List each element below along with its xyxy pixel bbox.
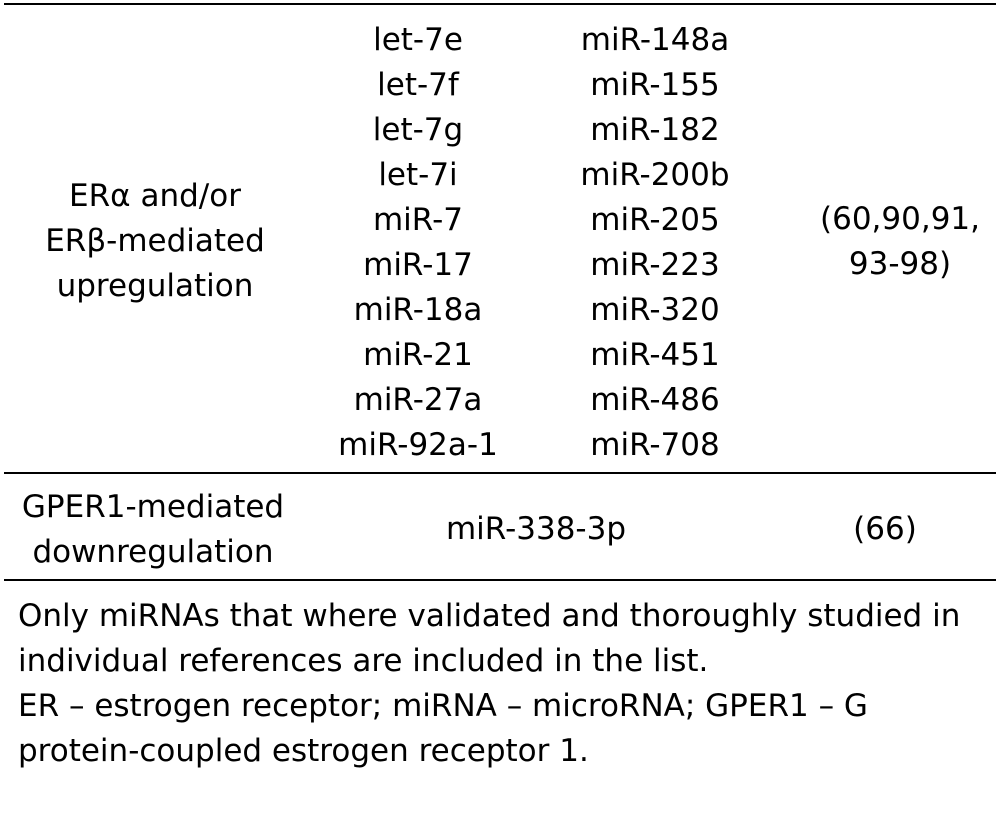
mirna-item: miR-155 <box>590 67 720 103</box>
mirna-item: miR-205 <box>590 202 720 238</box>
row1-reference-line: 93-98) <box>848 246 952 282</box>
row2-mirna: miR-338-3p <box>445 511 627 547</box>
row1-category: ERα and/or ERβ-mediated upregulation <box>20 174 290 309</box>
row2-reference: (66) <box>853 511 917 547</box>
row1-mirna-column-2: miR-148a miR-155 miR-182 miR-200b miR-20… <box>555 18 755 468</box>
mirna-item: miR-21 <box>363 337 473 373</box>
mirna-item: let-7g <box>372 112 464 148</box>
mirna-item: miR-708 <box>590 427 720 463</box>
table-bottom-rule <box>4 579 996 581</box>
table-top-rule <box>4 3 996 5</box>
mirna-item: miR-223 <box>590 247 720 283</box>
mirna-item: miR-320 <box>590 292 720 328</box>
footnote-line: Only miRNAs that where validated and tho… <box>18 598 961 634</box>
row1-reference: (60,90,91, 93-98) <box>815 197 985 287</box>
mirna-item: miR-486 <box>590 382 720 418</box>
mirna-item: miR-7 <box>372 202 463 238</box>
mirna-item: miR-17 <box>363 247 473 283</box>
mirna-item: miR-451 <box>590 337 720 373</box>
footnote-line: protein-coupled estrogen receptor 1. <box>18 733 589 769</box>
mirna-item: miR-182 <box>590 112 720 148</box>
mirna-item: let-7e <box>373 22 463 58</box>
row1-category-line: ERα and/or <box>69 178 241 214</box>
footnote-line: individual references are included in th… <box>18 643 709 679</box>
row1-reference-line: (60,90,91, <box>820 201 980 237</box>
mirna-item: miR-27a <box>353 382 483 418</box>
table-footnotes: Only miRNAs that where validated and tho… <box>18 594 993 774</box>
mirna-item: let-7i <box>378 157 458 193</box>
row1-category-line: upregulation <box>56 268 254 304</box>
row1-category-line: ERβ-mediated <box>45 223 265 259</box>
mirna-item: miR-200b <box>580 157 730 193</box>
row2-category-line: GPER1-mediated <box>21 489 285 525</box>
mirna-item: let-7f <box>377 67 459 103</box>
row1-mirna-column-1: let-7e let-7f let-7g let-7i miR-7 miR-17… <box>318 18 518 468</box>
footnote-line: ER – estrogen receptor; miRNA – microRNA… <box>18 688 868 724</box>
row2-category-line: downregulation <box>32 534 274 570</box>
mirna-item: miR-18a <box>353 292 483 328</box>
row2-category: GPER1-mediated downregulation <box>8 485 298 575</box>
mirna-item: miR-148a <box>580 22 730 58</box>
table-row-divider <box>4 472 996 474</box>
mirna-item: miR-92a-1 <box>338 427 498 463</box>
